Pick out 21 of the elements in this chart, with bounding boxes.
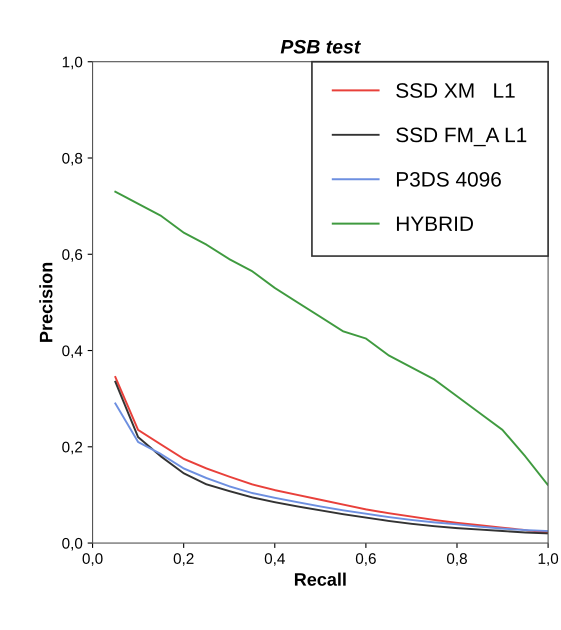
y-tick-label: 0,8 (62, 152, 82, 166)
x-tick-label: 0,2 (174, 553, 194, 566)
x-tick-label: 0,8 (446, 553, 467, 566)
legend-label: HYBRID (396, 216, 473, 231)
y-tick-label: 0,4 (62, 345, 82, 358)
x-tick-label: 1,0 (538, 553, 558, 566)
y-tick-label: 0,2 (62, 442, 82, 454)
legend-label: P3DS 4096 (396, 172, 501, 187)
legend-label: SSD XM L1 (396, 83, 515, 98)
x-tick-label: 0,0 (82, 553, 103, 566)
chart-title: PSB test (280, 40, 361, 54)
y-tick-label: 0,6 (62, 249, 82, 262)
legend-label: SSD FM_A L1 (396, 128, 526, 146)
x-tick-label: 0,6 (356, 553, 376, 566)
y-axis-title: Precision (39, 262, 52, 342)
y-tick-label: 1,0 (62, 56, 82, 70)
line-series (114, 190, 548, 486)
y-tick-label: 0,0 (62, 538, 82, 551)
x-tick-label: 0,4 (264, 553, 285, 566)
x-axis-title: Recall (294, 572, 346, 586)
line-series (114, 402, 548, 532)
